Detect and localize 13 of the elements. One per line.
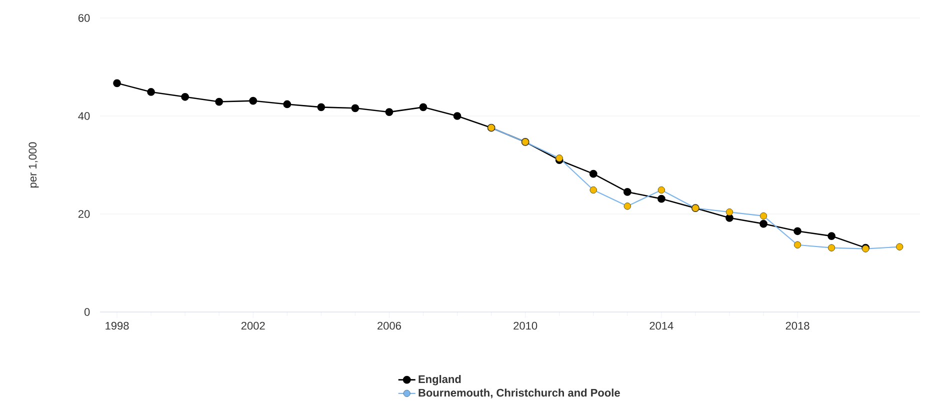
y-tick-label: 20: [78, 210, 90, 218]
y-axis-title: per 1,000: [28, 142, 39, 188]
legend-label: Bournemouth, Christchurch and Poole: [418, 388, 620, 398]
legend-label: England: [418, 374, 461, 386]
x-tick-label: 2018: [786, 322, 810, 330]
y-tick-label: 0: [84, 308, 90, 316]
y-tick-label: 60: [78, 14, 90, 22]
x-tick-label: 2010: [514, 322, 538, 330]
x-tick-label: 2014: [650, 322, 674, 330]
x-tick-label: 1998: [106, 322, 129, 330]
x-tick-label: 2006: [378, 322, 401, 330]
y-tick-label: 40: [78, 112, 90, 120]
x-tick-label: 2002: [241, 322, 265, 330]
